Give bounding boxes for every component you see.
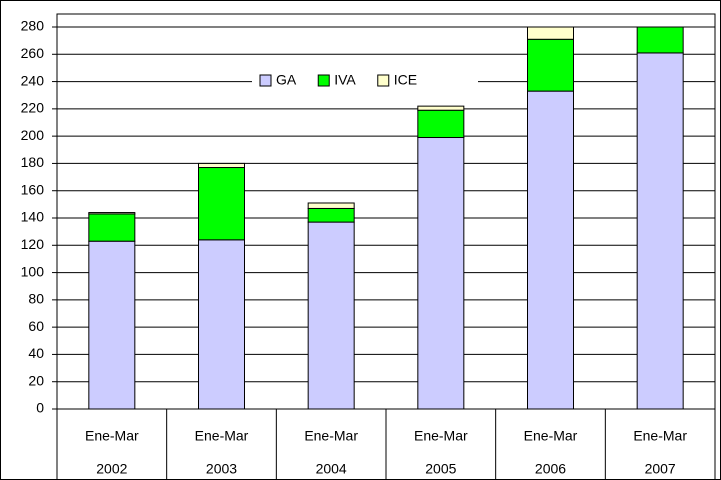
legend-label: ICE xyxy=(394,72,417,88)
bar-segment xyxy=(527,26,574,40)
y-tick-label: 60 xyxy=(28,318,44,334)
y-tick-label: 20 xyxy=(28,372,44,388)
legend-swatch xyxy=(377,74,390,87)
y-tick-label: 40 xyxy=(28,345,44,361)
y-tick-label: 80 xyxy=(28,291,44,307)
y-tick-label: 260 xyxy=(21,45,45,61)
bar-segment xyxy=(88,212,136,215)
bar-segment xyxy=(636,26,684,54)
x-tick-label: 2006 xyxy=(535,461,566,477)
bar-segment xyxy=(198,239,245,410)
x-tick-label: Ene-Mar xyxy=(414,428,468,444)
legend-label: GA xyxy=(276,72,297,88)
x-tick-label: 2002 xyxy=(96,461,127,477)
x-tick-label: Ene-Mar xyxy=(524,428,578,444)
y-tick-label: 280 xyxy=(21,18,45,34)
bar-segment xyxy=(417,105,465,111)
bar-segment xyxy=(198,162,245,169)
x-tick-label: 2004 xyxy=(316,461,347,477)
bar-segment xyxy=(198,167,245,241)
bar-segment xyxy=(88,213,136,242)
y-tick-label: 200 xyxy=(21,127,45,143)
y-tick-label: 120 xyxy=(21,236,45,252)
bar-segment xyxy=(527,38,574,92)
y-tick-label: 140 xyxy=(21,209,45,225)
bar-segment xyxy=(307,221,355,410)
legend xyxy=(252,70,478,92)
bar-segment xyxy=(417,137,465,410)
x-tick-label: 2007 xyxy=(645,461,676,477)
x-tick-label: Ene-Mar xyxy=(633,428,687,444)
y-tick-label: 100 xyxy=(21,263,45,279)
y-tick-label: 180 xyxy=(21,154,45,170)
x-tick-label: Ene-Mar xyxy=(304,428,358,444)
legend-swatch xyxy=(317,74,330,87)
legend-swatch xyxy=(259,74,272,87)
y-tick-label: 0 xyxy=(36,400,44,416)
x-tick-label: Ene-Mar xyxy=(195,428,249,444)
bar-segment xyxy=(88,240,136,410)
bar-segment xyxy=(417,109,465,139)
y-tick-label: 220 xyxy=(21,100,45,116)
bar-segment xyxy=(527,90,574,410)
x-tick-label: 2005 xyxy=(425,461,456,477)
y-tick-label: 240 xyxy=(21,72,45,88)
x-tick-label: Ene-Mar xyxy=(85,428,139,444)
y-tick-label: 160 xyxy=(21,181,45,197)
bar-segment xyxy=(307,207,355,223)
legend-label: IVA xyxy=(334,72,356,88)
x-tick-label: 2003 xyxy=(206,461,237,477)
bar-segment xyxy=(307,202,355,209)
bar-segment xyxy=(636,52,684,410)
